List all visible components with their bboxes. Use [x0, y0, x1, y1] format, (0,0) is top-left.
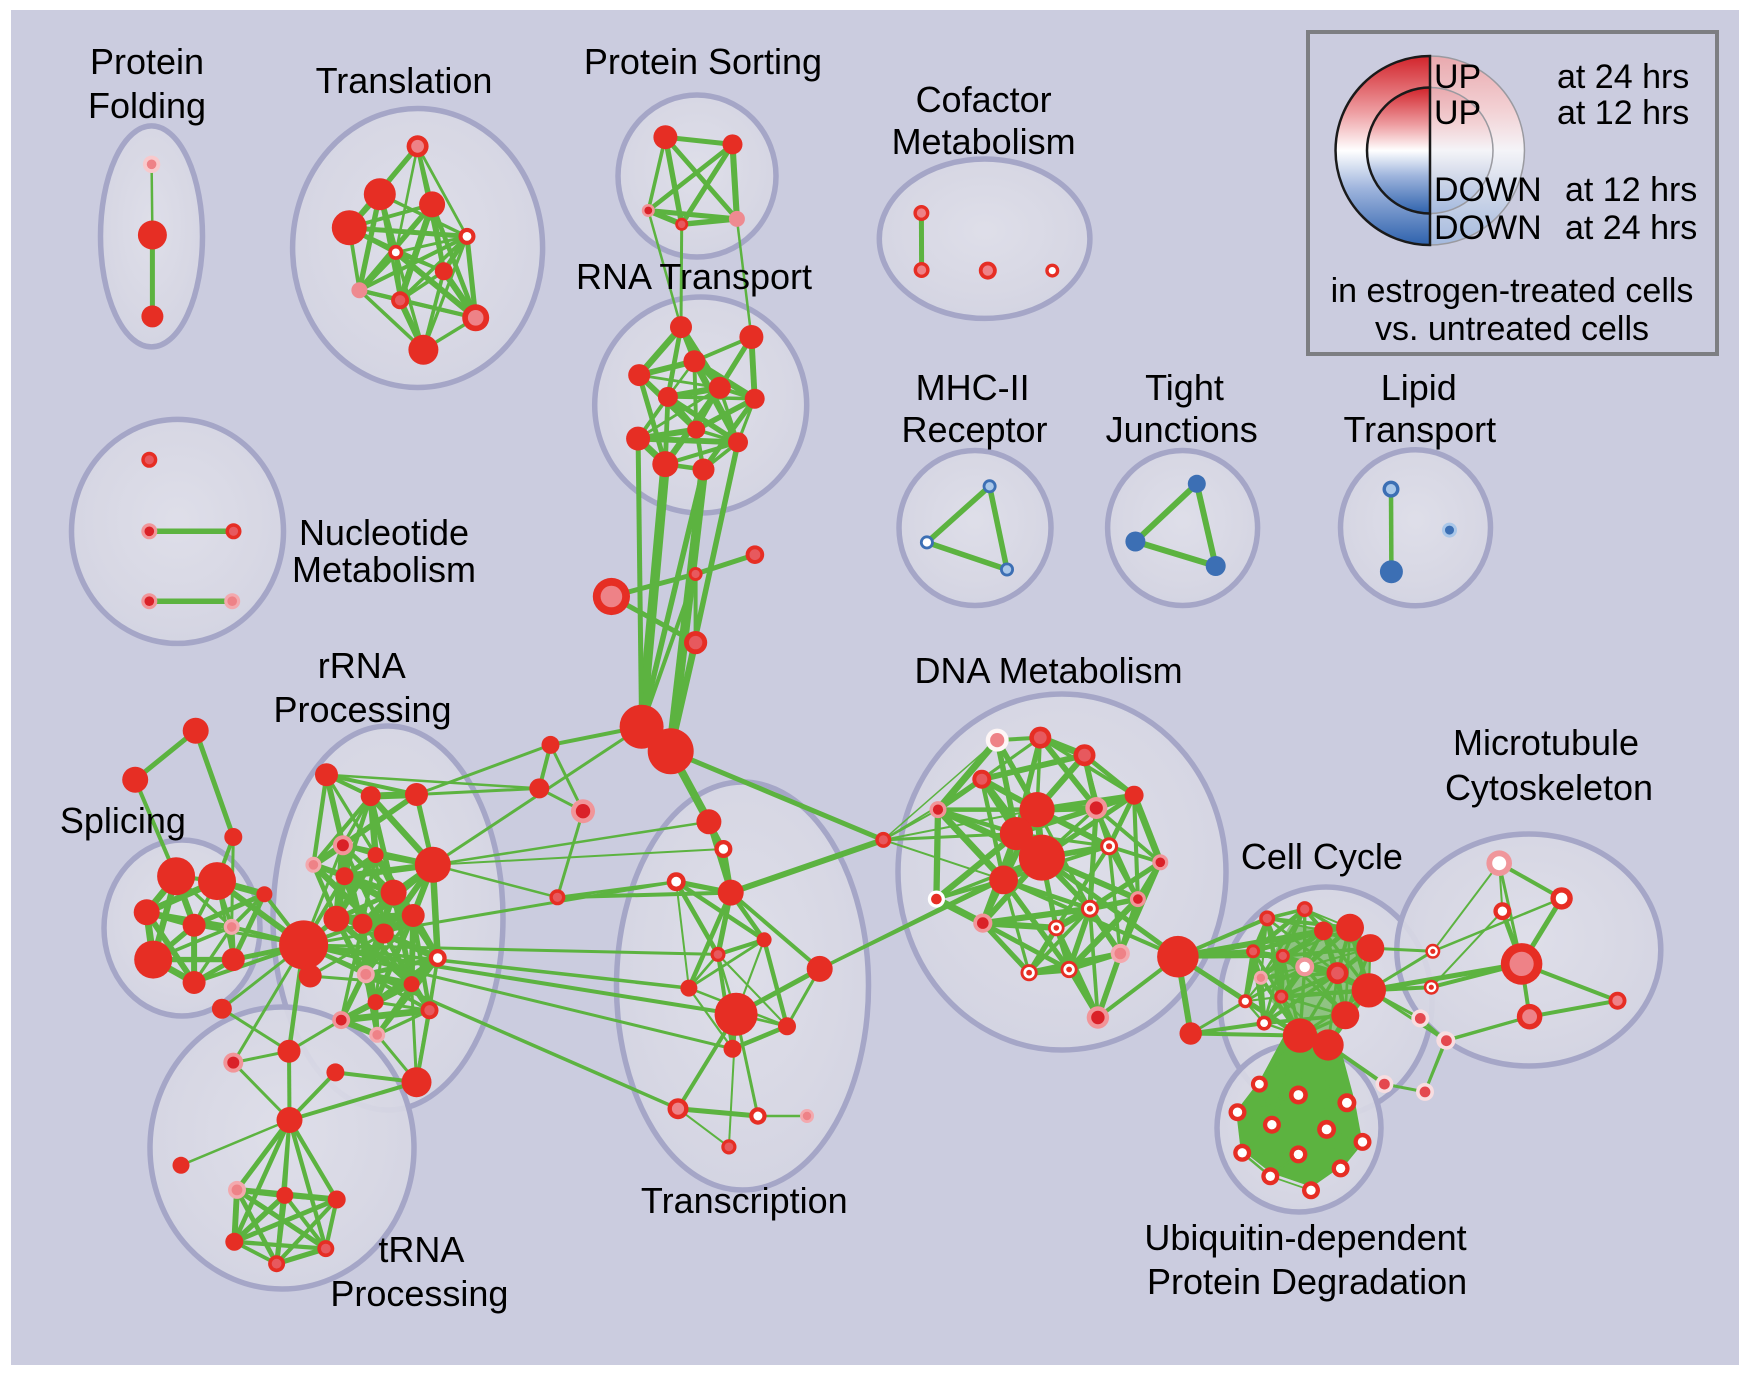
- svg-text:RNA Transport: RNA Transport: [576, 256, 812, 297]
- svg-text:Metabolism: Metabolism: [292, 549, 476, 590]
- svg-text:at 24 hrs: at 24 hrs: [1565, 209, 1697, 247]
- svg-text:vs. untreated cells: vs. untreated cells: [1375, 310, 1649, 348]
- svg-text:Protein Degradation: Protein Degradation: [1147, 1261, 1467, 1302]
- svg-text:Lipid: Lipid: [1381, 367, 1457, 408]
- svg-text:Cell Cycle: Cell Cycle: [1241, 836, 1403, 877]
- svg-text:Cytoskeleton: Cytoskeleton: [1445, 767, 1653, 808]
- svg-text:Translation: Translation: [316, 60, 493, 101]
- svg-text:Protein Sorting: Protein Sorting: [584, 41, 822, 82]
- svg-text:Receptor: Receptor: [901, 409, 1047, 450]
- svg-text:DNA Metabolism: DNA Metabolism: [915, 650, 1183, 691]
- svg-text:UP: UP: [1434, 94, 1481, 132]
- svg-text:at 24 hrs: at 24 hrs: [1557, 58, 1689, 96]
- svg-text:Processing: Processing: [273, 689, 451, 730]
- svg-text:Splicing: Splicing: [60, 800, 186, 841]
- svg-text:Nucleotide: Nucleotide: [299, 512, 469, 553]
- svg-text:Folding: Folding: [88, 85, 206, 126]
- svg-text:MHC-II: MHC-II: [916, 367, 1030, 408]
- svg-text:Processing: Processing: [330, 1273, 508, 1314]
- svg-text:tRNA: tRNA: [378, 1229, 464, 1270]
- svg-text:UP: UP: [1434, 58, 1481, 96]
- svg-text:rRNA: rRNA: [318, 645, 406, 686]
- svg-text:Transcription: Transcription: [641, 1180, 848, 1221]
- svg-text:Junctions: Junctions: [1106, 409, 1258, 450]
- svg-text:DOWN: DOWN: [1434, 171, 1542, 209]
- svg-text:Microtubule: Microtubule: [1453, 722, 1639, 763]
- svg-text:in estrogen-treated cells: in estrogen-treated cells: [1331, 272, 1694, 310]
- svg-text:Tight: Tight: [1145, 367, 1224, 408]
- svg-text:at 12 hrs: at 12 hrs: [1557, 94, 1689, 132]
- svg-text:DOWN: DOWN: [1434, 209, 1542, 247]
- svg-text:at 12 hrs: at 12 hrs: [1565, 171, 1697, 209]
- svg-text:Ubiquitin-dependent: Ubiquitin-dependent: [1144, 1217, 1466, 1258]
- svg-text:Metabolism: Metabolism: [892, 121, 1076, 162]
- svg-text:Protein: Protein: [90, 41, 204, 82]
- svg-text:Cofactor: Cofactor: [916, 79, 1052, 120]
- svg-text:Transport: Transport: [1343, 409, 1496, 450]
